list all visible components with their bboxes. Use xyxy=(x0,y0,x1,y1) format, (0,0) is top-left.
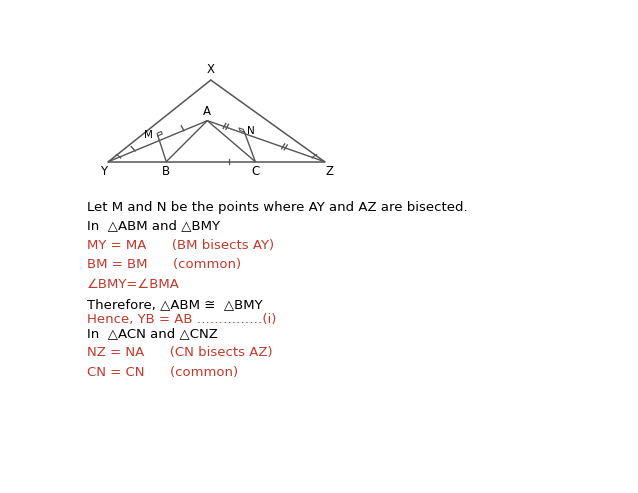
Text: MY = MA      (BM bisects AY): MY = MA (BM bisects AY) xyxy=(87,239,274,251)
Text: NZ = NA      (CN bisects AZ): NZ = NA (CN bisects AZ) xyxy=(87,347,273,359)
Text: C: C xyxy=(251,165,260,177)
Text: Therefore, △ABM ≅  △BMY: Therefore, △ABM ≅ △BMY xyxy=(87,298,263,311)
Text: Y: Y xyxy=(100,165,107,177)
Text: B: B xyxy=(162,165,170,177)
Text: In  △ABM and △BMY: In △ABM and △BMY xyxy=(87,219,220,232)
Text: M: M xyxy=(144,130,153,140)
Text: Z: Z xyxy=(325,165,334,177)
Text: X: X xyxy=(207,63,215,76)
Text: N: N xyxy=(247,126,255,136)
Text: CN = CN      (common): CN = CN (common) xyxy=(87,366,238,379)
Text: In  △ACN and △CNZ: In △ACN and △CNZ xyxy=(87,327,218,340)
Text: Let M and N be the points where AY and AZ are bisected.: Let M and N be the points where AY and A… xyxy=(87,201,468,213)
Text: BM = BM      (common): BM = BM (common) xyxy=(87,258,241,272)
Text: A: A xyxy=(204,105,211,118)
Text: ∠BMY=∠BMA: ∠BMY=∠BMA xyxy=(87,278,180,291)
Text: Hence, YB = AB ……………(i): Hence, YB = AB ……………(i) xyxy=(87,313,276,326)
